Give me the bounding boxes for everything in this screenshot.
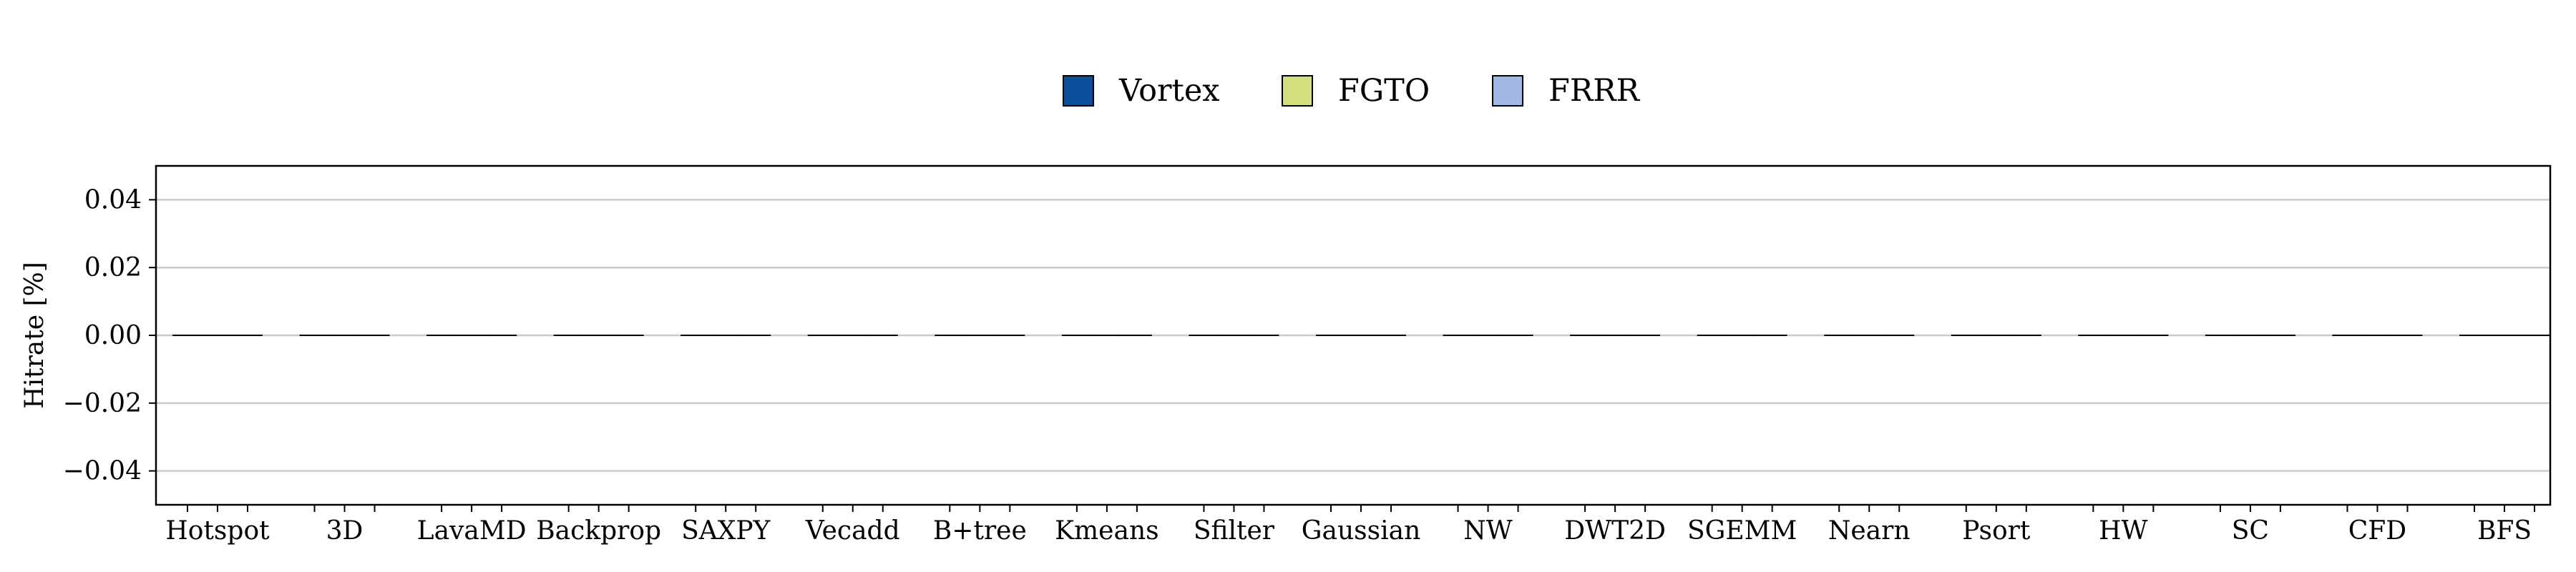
x-tick-label: Nearn xyxy=(1828,516,1911,546)
x-tick-label: SAXPY xyxy=(681,516,771,546)
x-axis: Hotspot 3D LavaMD Backprop SAXPY Vecadd B+tree… xyxy=(165,505,2535,546)
legend: Vortex FGTO FRRR xyxy=(1063,73,1641,109)
x-tick-label: HW xyxy=(2099,516,2147,546)
y-tick-label: 0.04 xyxy=(84,185,142,214)
y-tick-label: −0.02 xyxy=(63,389,142,418)
x-tick-label: CFD xyxy=(2348,516,2406,546)
legend-swatch xyxy=(1282,75,1313,107)
legend-label: FRRR xyxy=(1548,73,1641,109)
y-axis-label: Hitrate [%] xyxy=(20,262,49,409)
x-tick-label: Vecadd xyxy=(805,516,900,546)
x-tick-label: BFS xyxy=(2477,516,2532,546)
x-tick-label: Hotspot xyxy=(165,516,270,546)
x-tick-label: Sfilter xyxy=(1194,516,1275,546)
x-tick-label: LavaMD xyxy=(417,516,527,546)
x-tick-label: NW xyxy=(1463,516,1513,546)
legend-label: FGTO xyxy=(1338,73,1430,109)
x-tick-label: Psort xyxy=(1962,516,2031,546)
x-tick-label: SC xyxy=(2232,516,2269,546)
x-tick-label: Backprop xyxy=(536,516,661,546)
y-tick-label: −0.04 xyxy=(63,457,142,486)
x-tick-label: Kmeans xyxy=(1055,516,1158,546)
y-tick-label: 0.00 xyxy=(84,321,142,350)
x-tick-label: DWT2D xyxy=(1564,516,1666,546)
legend-swatch xyxy=(1063,75,1094,107)
y-axis: −0.04 −0.02 0.00 0.02 0.04 xyxy=(63,185,156,486)
y-tick-label: 0.02 xyxy=(84,253,142,282)
x-tick-label: Gaussian xyxy=(1302,516,1421,546)
x-tick-label: SGEMM xyxy=(1687,516,1797,546)
legend-label: Vortex xyxy=(1118,73,1220,109)
x-tick-label: 3D xyxy=(326,516,364,546)
legend-swatch xyxy=(1492,75,1523,107)
x-tick-label: B+tree xyxy=(933,516,1027,546)
